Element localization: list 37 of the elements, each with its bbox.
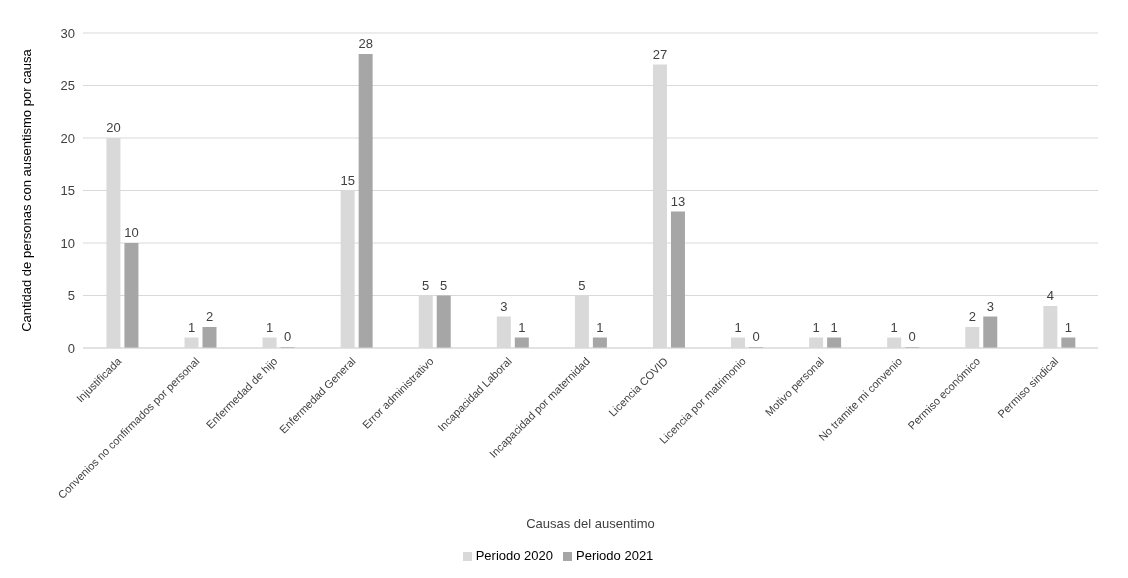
data-label: 20 [106, 120, 121, 135]
data-label: 2 [968, 309, 976, 324]
data-label: 13 [670, 193, 686, 209]
data-label: 15 [340, 172, 355, 188]
legend-label: Periodo 2021 [576, 548, 654, 563]
data-label: 5 [422, 277, 430, 293]
data-label: 5 [578, 277, 586, 293]
y-tick-label: 5 [67, 288, 75, 304]
data-label: 4 [1046, 288, 1054, 303]
data-label: 0 [908, 329, 916, 344]
y-tick-label: 20 [60, 130, 75, 146]
y-tick-label: 15 [60, 183, 75, 199]
data-label: 3 [986, 298, 994, 314]
data-label: 3 [500, 298, 508, 314]
data-label: 1 [187, 319, 196, 335]
data-label: 1 [830, 319, 838, 335]
data-label: 1 [518, 319, 526, 335]
x-axis-title: Causas del ausentimo [526, 516, 655, 531]
data-label: 1 [1064, 319, 1072, 335]
data-label: 1 [890, 319, 898, 335]
data-label: 10 [124, 225, 139, 240]
y-tick-label: 0 [67, 340, 75, 356]
data-label: 1 [596, 319, 604, 335]
data-label: 1 [812, 319, 820, 335]
data-label: 1 [734, 319, 742, 335]
legend-label: Periodo 2020 [475, 548, 553, 563]
y-axis-title: Cantidad de personas con ausentismo por causa [18, 48, 34, 332]
y-tick-label: 25 [60, 78, 75, 94]
data-label: 2 [205, 309, 214, 324]
data-label: 0 [752, 329, 760, 344]
data-label: 5 [440, 277, 448, 293]
data-label: 1 [265, 319, 274, 335]
data-label: 28 [358, 36, 373, 51]
data-label: 0 [283, 329, 292, 344]
data-label: 27 [652, 46, 668, 62]
y-tick-label: 30 [60, 25, 75, 41]
y-tick-label: 10 [60, 235, 75, 251]
